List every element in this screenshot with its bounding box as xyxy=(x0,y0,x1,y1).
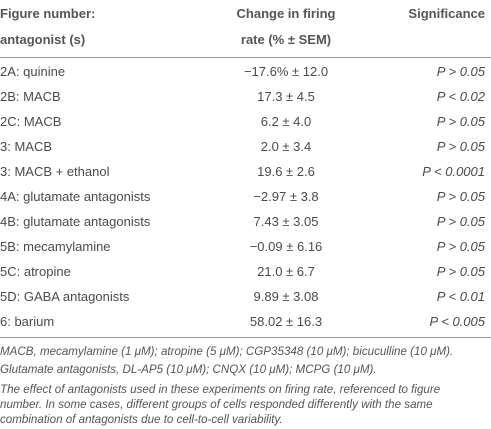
footnote-line: Glutamate antagonists, DL-AP5 (10 μM); C… xyxy=(0,363,377,376)
row-significance: P > 0.05 xyxy=(436,264,485,279)
row-value: 6.2 ± 4.0 xyxy=(260,114,312,129)
row-value: −0.09 ± 6.16 xyxy=(249,239,323,254)
row-value: −17.6% ± 12.0 xyxy=(243,64,329,79)
footnote-line: The effect of antagonists used in these … xyxy=(0,383,441,396)
row-label: 2A: quinine xyxy=(0,64,66,79)
row-significance: P > 0.05 xyxy=(436,239,485,254)
row-value: −2.97 ± 3.8 xyxy=(253,189,319,204)
row-value: 21.0 ± 6.7 xyxy=(257,264,315,279)
footnote-line: number. In some cases, different groups … xyxy=(0,398,433,411)
row-value: 7.43 ± 3.05 xyxy=(253,214,319,229)
row-significance: P < 0.005 xyxy=(429,314,485,329)
row-label: 2C: MACB xyxy=(0,114,62,129)
row-significance: P > 0.05 xyxy=(436,114,485,129)
row-label: 4A: glutamate antagonists xyxy=(0,189,151,204)
footnote-line: MACB, mecamylamine (1 μM); atropine (5 μ… xyxy=(0,345,454,358)
header-rule xyxy=(0,57,491,58)
header-cell: Significance xyxy=(408,6,485,21)
row-significance: P < 0.02 xyxy=(436,89,485,104)
row-value: 58.02 ± 16.3 xyxy=(249,314,323,329)
header-cell: antagonist (s) xyxy=(0,32,86,47)
row-value: 9.89 ± 3.08 xyxy=(253,289,319,304)
row-label: 5B: mecamylamine xyxy=(0,239,111,254)
row-label: 5D: GABA antagonists xyxy=(0,289,130,304)
header-cell: rate (% ± SEM) xyxy=(240,32,332,47)
row-value: 19.6 ± 2.6 xyxy=(257,164,315,179)
row-label: 3: MACB + ethanol xyxy=(0,164,110,179)
footer-rule xyxy=(0,337,491,338)
row-label: 5C: atropine xyxy=(0,264,71,279)
row-significance: P < 0.01 xyxy=(436,289,485,304)
row-significance: P > 0.05 xyxy=(436,214,485,229)
footnote-line: combination of antagonists due to cell-t… xyxy=(0,413,283,426)
header-cell: Change in firing xyxy=(236,6,336,21)
row-value: 17.3 ± 4.5 xyxy=(257,89,315,104)
row-value: 2.0 ± 3.4 xyxy=(260,139,312,154)
row-label: 4B: glutamate antagonists xyxy=(0,214,151,229)
row-label: 6: barium xyxy=(0,314,55,329)
row-significance: P > 0.05 xyxy=(436,189,485,204)
row-significance: P > 0.05 xyxy=(436,64,485,79)
row-significance: P > 0.05 xyxy=(436,139,485,154)
row-significance: P < 0.0001 xyxy=(422,164,485,179)
header-cell: Figure number: xyxy=(0,6,96,21)
row-label: 3: MACB xyxy=(0,139,53,154)
row-label: 2B: MACB xyxy=(0,89,61,104)
